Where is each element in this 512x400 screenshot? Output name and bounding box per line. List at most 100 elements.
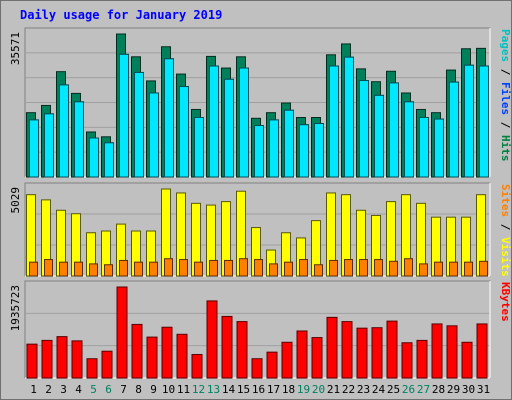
bar-sites-day-2 xyxy=(44,259,53,277)
x-tick-label: 26 xyxy=(402,383,415,396)
bar-kbytes-day-24 xyxy=(371,327,383,379)
x-tick-label: 20 xyxy=(312,383,325,396)
bar-sites-day-15 xyxy=(239,258,248,277)
x-tick-label: 21 xyxy=(327,383,340,396)
bar-kbytes-day-5 xyxy=(86,358,98,379)
bar-pages-day-13 xyxy=(209,65,219,178)
bar-sites-day-24 xyxy=(374,259,383,277)
bar-pages-day-15 xyxy=(239,67,249,178)
x-tick-label: 16 xyxy=(252,383,265,396)
x-tick-label: 29 xyxy=(447,383,460,396)
bar-kbytes-day-7 xyxy=(116,286,128,379)
bar-sites-day-10 xyxy=(164,258,173,277)
legend-separator: / xyxy=(499,62,512,82)
x-tick-label: 30 xyxy=(462,383,475,396)
x-tick-label: 10 xyxy=(162,383,175,396)
bar-kbytes-day-29 xyxy=(446,325,458,379)
x-tick-label: 19 xyxy=(297,383,310,396)
bar-kbytes-day-31 xyxy=(476,323,488,379)
legend-separator: / xyxy=(499,217,512,237)
bar-pages-day-24 xyxy=(374,94,384,178)
bar-sites-day-19 xyxy=(299,259,308,277)
bar-sites-day-11 xyxy=(179,259,188,277)
bar-kbytes-day-8 xyxy=(131,323,143,379)
bar-kbytes-day-18 xyxy=(281,341,293,379)
panel-1: 5029 Sites / Visits xyxy=(9,182,512,277)
x-tick-label: 24 xyxy=(372,383,386,396)
x-tick-label: 1 xyxy=(30,383,37,396)
bar-pages-day-11 xyxy=(179,86,189,178)
bar-kbytes-day-30 xyxy=(461,341,473,379)
bar-pages-day-16 xyxy=(254,125,264,178)
bar-sites-day-8 xyxy=(134,261,143,277)
bar-kbytes-day-2 xyxy=(41,339,53,379)
bar-pages-day-17 xyxy=(269,119,279,178)
bar-sites-day-3 xyxy=(59,261,68,277)
bar-kbytes-day-16 xyxy=(251,358,263,379)
legend-entry: Files xyxy=(499,82,512,115)
legend-entry: Visits xyxy=(499,237,512,277)
bar-sites-day-9 xyxy=(149,261,158,277)
x-tick-label: 13 xyxy=(207,383,220,396)
legend-separator: / xyxy=(499,115,512,135)
bar-sites-day-18 xyxy=(284,261,293,277)
panel-legend-label: KBytes xyxy=(499,282,512,322)
bar-pages-day-3 xyxy=(59,84,69,178)
bar-sites-day-13 xyxy=(209,259,218,277)
bar-sites-day-30 xyxy=(464,261,473,277)
legend-entry: KBytes xyxy=(499,282,512,322)
x-tick-label: 7 xyxy=(120,383,127,396)
panel-2: 1935723 KBytes xyxy=(9,280,512,379)
bar-pages-day-25 xyxy=(389,82,399,178)
bar-sites-day-14 xyxy=(224,259,233,277)
bar-kbytes-day-4 xyxy=(71,340,83,379)
bar-pages-day-21 xyxy=(329,65,339,178)
bar-pages-day-8 xyxy=(134,71,144,178)
bar-kbytes-day-26 xyxy=(401,342,413,379)
x-tick-label: 11 xyxy=(177,383,190,396)
bar-pages-day-28 xyxy=(434,118,444,178)
bar-kbytes-day-9 xyxy=(146,336,158,379)
bar-sites-day-22 xyxy=(344,259,353,277)
y-max-label: 35571 xyxy=(9,32,22,65)
bar-pages-day-10 xyxy=(164,58,174,178)
bar-sites-day-4 xyxy=(74,261,83,277)
x-tick-label: 5 xyxy=(90,383,97,396)
x-tick-label: 3 xyxy=(60,383,67,396)
legend-entry: Sites xyxy=(499,184,512,217)
bar-sites-day-26 xyxy=(404,258,413,277)
x-tick-label: 22 xyxy=(342,383,355,396)
bar-kbytes-day-21 xyxy=(326,316,338,379)
bar-pages-day-27 xyxy=(419,117,429,178)
bar-kbytes-day-3 xyxy=(56,336,68,379)
bar-sites-day-27 xyxy=(419,263,428,277)
y-max-label: 5029 xyxy=(9,187,22,214)
x-tick-label: 17 xyxy=(267,383,280,396)
x-tick-label: 25 xyxy=(387,383,400,396)
x-tick-label: 14 xyxy=(222,383,236,396)
bar-pages-day-2 xyxy=(44,113,54,178)
bar-pages-day-31 xyxy=(479,65,489,178)
bar-pages-day-30 xyxy=(464,64,474,178)
bar-pages-day-18 xyxy=(284,109,294,178)
bar-pages-day-7 xyxy=(119,53,129,178)
bar-kbytes-day-27 xyxy=(416,339,428,379)
bar-kbytes-day-12 xyxy=(191,353,203,379)
x-tick-label: 2 xyxy=(45,383,52,396)
bar-pages-day-29 xyxy=(449,81,459,178)
bar-pages-day-23 xyxy=(359,80,369,178)
bar-kbytes-day-20 xyxy=(311,337,323,379)
bar-pages-day-19 xyxy=(299,124,309,178)
bar-pages-day-4 xyxy=(74,101,84,178)
x-tick-label: 31 xyxy=(477,383,490,396)
panel-legend-label: Pages / Files / Hits xyxy=(499,29,512,162)
bar-sites-day-31 xyxy=(479,260,488,277)
bar-pages-day-1 xyxy=(29,119,39,178)
bar-kbytes-day-11 xyxy=(176,333,188,379)
x-tick-label: 27 xyxy=(417,383,430,396)
bar-sites-day-17 xyxy=(269,263,278,277)
x-tick-label: 8 xyxy=(135,383,142,396)
x-tick-label: 15 xyxy=(237,383,250,396)
panel-0: 35571 Pages / Files / Hits xyxy=(9,27,512,178)
bar-kbytes-day-10 xyxy=(161,326,173,379)
